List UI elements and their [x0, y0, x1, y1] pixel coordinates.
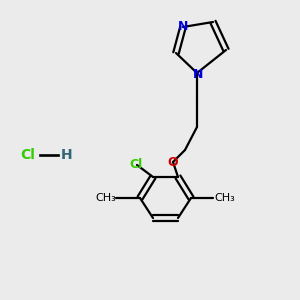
Text: O: O — [168, 155, 178, 169]
Text: Cl: Cl — [129, 158, 142, 170]
Text: H: H — [61, 148, 73, 162]
Text: CH₃: CH₃ — [214, 193, 235, 203]
Text: CH₃: CH₃ — [95, 193, 116, 203]
Text: N: N — [178, 20, 188, 34]
Text: N: N — [193, 68, 203, 80]
Text: Cl: Cl — [21, 148, 35, 162]
